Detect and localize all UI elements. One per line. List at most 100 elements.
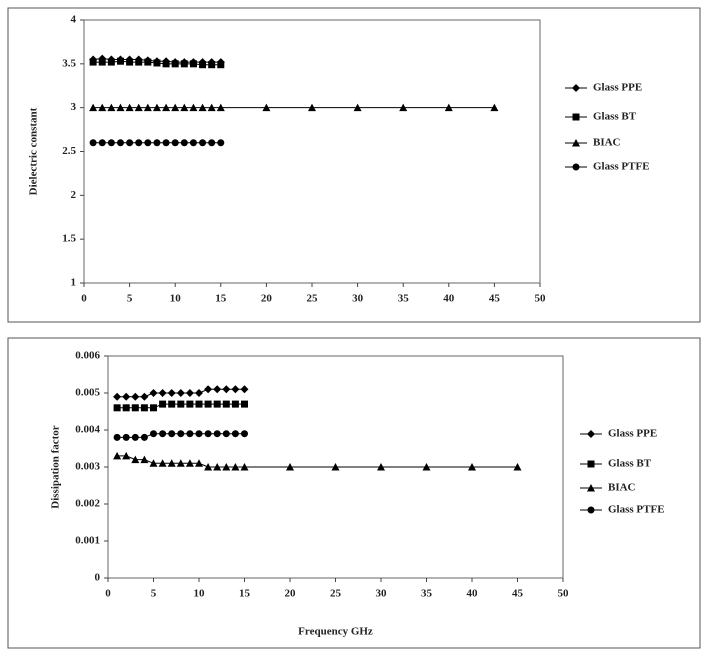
marker xyxy=(113,404,121,412)
marker xyxy=(143,103,152,112)
x-tick-label: 50 xyxy=(558,588,570,600)
legend-label: Glass BT xyxy=(608,458,652,470)
marker xyxy=(195,459,203,467)
marker xyxy=(240,463,249,471)
marker xyxy=(126,139,134,147)
x-tick-label: 0 xyxy=(81,293,87,305)
marker xyxy=(468,463,476,471)
marker xyxy=(195,400,203,408)
x-tick-label: 25 xyxy=(307,293,319,305)
marker xyxy=(176,389,185,397)
marker xyxy=(399,103,408,112)
marker xyxy=(180,60,188,68)
marker xyxy=(185,459,194,467)
x-tick-label: 30 xyxy=(352,293,364,305)
marker xyxy=(189,103,198,112)
marker xyxy=(153,59,161,67)
marker xyxy=(377,463,385,471)
marker xyxy=(213,385,222,394)
marker xyxy=(204,385,213,394)
marker xyxy=(231,430,239,438)
marker xyxy=(171,139,179,147)
marker xyxy=(198,103,207,112)
marker xyxy=(199,139,207,147)
legend-label: Glass PPE xyxy=(608,428,657,440)
marker xyxy=(113,392,122,401)
marker xyxy=(222,385,231,394)
marker xyxy=(180,139,188,147)
marker xyxy=(286,463,294,471)
marker xyxy=(216,103,225,112)
marker xyxy=(107,139,115,147)
marker xyxy=(144,58,152,66)
marker xyxy=(89,103,98,112)
marker xyxy=(135,139,143,147)
marker xyxy=(587,460,595,468)
y-tick-label: 2.5 xyxy=(62,145,76,157)
marker xyxy=(98,58,106,66)
legend-label: BIAC xyxy=(608,482,636,494)
y-tick-label: 0.006 xyxy=(75,350,100,362)
marker xyxy=(159,400,167,408)
x-tick-label: 45 xyxy=(512,588,524,600)
marker xyxy=(587,430,595,438)
marker xyxy=(126,58,134,66)
marker xyxy=(131,404,139,412)
y-tick-label: 0.004 xyxy=(75,424,100,436)
marker xyxy=(213,400,221,408)
marker xyxy=(134,103,143,112)
marker xyxy=(231,385,240,394)
marker xyxy=(208,139,216,147)
y-tick-label: 3 xyxy=(71,101,77,113)
y-tick-label: 0.003 xyxy=(75,461,100,473)
marker xyxy=(222,400,230,408)
marker xyxy=(107,103,116,112)
marker xyxy=(231,400,239,408)
y-tick-label: 1 xyxy=(71,277,77,289)
marker xyxy=(186,400,194,408)
marker xyxy=(262,103,271,112)
marker xyxy=(176,459,185,467)
legend-label: BIAC xyxy=(593,137,621,149)
marker xyxy=(217,139,225,147)
marker xyxy=(572,163,580,171)
marker xyxy=(177,400,185,408)
x-tick-label: 10 xyxy=(194,588,206,600)
marker xyxy=(167,389,176,397)
marker xyxy=(213,463,222,471)
y-tick-label: 2 xyxy=(71,189,77,201)
marker xyxy=(241,400,248,408)
marker xyxy=(144,139,152,147)
marker xyxy=(195,389,203,397)
marker xyxy=(140,433,148,441)
marker xyxy=(140,392,149,401)
marker xyxy=(213,430,221,438)
y-tick-label: 0.001 xyxy=(75,535,100,547)
marker xyxy=(422,463,431,471)
marker xyxy=(189,139,197,147)
plot-area xyxy=(83,19,541,284)
marker xyxy=(122,451,131,460)
y-tick-label: 4 xyxy=(71,14,77,26)
x-tick-label: 10 xyxy=(170,293,182,305)
marker xyxy=(222,430,230,438)
marker xyxy=(98,103,107,112)
marker xyxy=(572,113,580,121)
x-tick-label: 45 xyxy=(489,293,501,305)
marker xyxy=(189,60,197,68)
marker xyxy=(140,404,148,412)
marker xyxy=(199,61,207,69)
marker xyxy=(168,400,176,408)
marker xyxy=(444,103,453,112)
marker xyxy=(231,463,240,471)
marker xyxy=(204,400,212,408)
marker xyxy=(158,389,167,397)
panel-frame xyxy=(7,7,701,323)
marker xyxy=(162,139,170,147)
marker xyxy=(122,433,130,441)
x-tick-label: 35 xyxy=(421,588,433,600)
marker xyxy=(241,430,248,438)
x-tick-label: 40 xyxy=(467,588,479,600)
marker xyxy=(150,430,157,438)
marker xyxy=(113,451,122,460)
